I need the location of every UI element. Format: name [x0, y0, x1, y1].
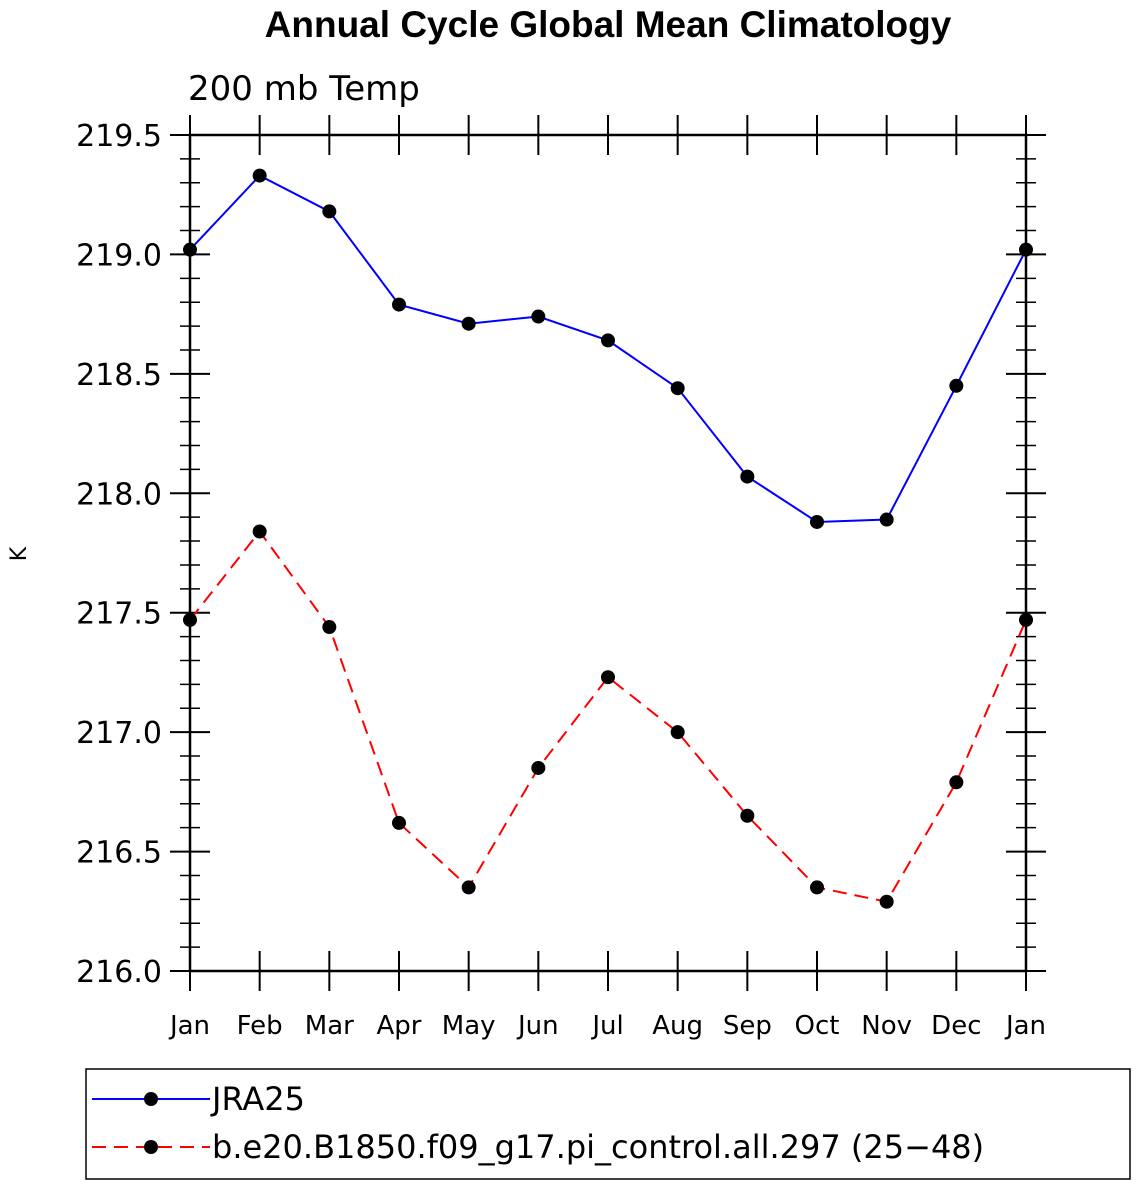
legend-marker-2	[144, 1140, 158, 1154]
x-tick-label: Oct	[795, 1011, 840, 1041]
series-layer	[183, 168, 1033, 909]
data-point-series-1	[252, 168, 267, 183]
x-tick-labels: Jan Feb Mar Apr May Jun Jul Aug Sep Oct Nov Dec Jan	[168, 1011, 1046, 1041]
y-tick-labels: 216.0 216.5 217.0 217.5 218.0 218.5 219.0 219.5	[76, 119, 162, 990]
data-point-series-2	[810, 880, 824, 895]
x-tick-label: Jul	[590, 1011, 623, 1041]
data-point-series-1	[461, 316, 476, 331]
x-tick-label: May	[442, 1011, 496, 1041]
y-tick-label: 219.0	[76, 238, 162, 273]
data-point-series-1	[1019, 242, 1033, 257]
legend-label-1: JRA25	[210, 1080, 305, 1118]
data-point-series-2	[392, 815, 406, 830]
x-tick-label: Feb	[237, 1011, 283, 1041]
legend-marker-1	[144, 1092, 158, 1106]
data-point-series-2	[1019, 612, 1033, 627]
chart-title: Annual Cycle Global Mean Climatology	[265, 4, 952, 45]
x-tick-label: Sep	[723, 1011, 772, 1041]
x-tick-label: Mar	[305, 1011, 354, 1041]
data-point-series-1	[879, 512, 894, 527]
data-point-series-2	[183, 612, 197, 627]
plot-frame	[188, 133, 1028, 973]
legend: JRA25 b.e20.B1850.f09_g17.pi_control.all.…	[85, 1068, 1131, 1180]
data-point-series-1	[322, 204, 337, 219]
y-tick-label: 216.0	[76, 955, 162, 990]
data-point-series-1	[949, 378, 964, 393]
data-point-series-2	[949, 775, 964, 790]
data-point-series-2	[740, 808, 755, 823]
x-tick-label: Dec	[931, 1011, 981, 1041]
data-point-series-1	[183, 242, 197, 257]
data-point-series-2	[531, 760, 546, 775]
y-tick-label: 219.5	[76, 119, 162, 154]
data-point-series-2	[252, 524, 267, 539]
axis-ticks	[170, 115, 1046, 991]
data-point-series-1	[810, 514, 824, 529]
x-tick-label: Jan	[1004, 1011, 1046, 1041]
x-tick-label: Aug	[652, 1011, 703, 1041]
data-point-series-2	[461, 880, 476, 895]
x-tick-label: Nov	[861, 1011, 912, 1041]
data-point-series-1	[670, 381, 685, 396]
data-point-series-1	[740, 469, 755, 484]
legend-label-2: b.e20.B1850.f09_g17.pi_control.all.297 (…	[212, 1128, 984, 1166]
data-point-series-1	[392, 297, 406, 312]
y-tick-label: 218.5	[76, 358, 162, 393]
y-tick-label: 216.5	[76, 836, 162, 871]
data-point-series-2	[670, 725, 685, 740]
x-tick-label: Jan	[168, 1011, 210, 1041]
chart-subtitle: 200 mb Temp	[188, 69, 420, 109]
series-line-1	[189, 174, 1027, 523]
data-point-series-2	[322, 620, 337, 635]
y-axis-label: K	[7, 546, 32, 561]
data-point-series-1	[601, 333, 615, 348]
legend-box	[85, 1068, 1131, 1180]
x-tick-label: Apr	[377, 1011, 422, 1041]
data-point-series-2	[879, 894, 894, 909]
data-point-series-2	[601, 670, 615, 685]
series-line-2	[189, 529, 1027, 903]
x-tick-label: Jun	[516, 1011, 559, 1041]
y-tick-label: 217.5	[76, 597, 162, 632]
y-tick-label: 218.0	[76, 477, 162, 512]
y-tick-label: 217.0	[76, 716, 162, 751]
data-point-series-1	[531, 309, 546, 324]
